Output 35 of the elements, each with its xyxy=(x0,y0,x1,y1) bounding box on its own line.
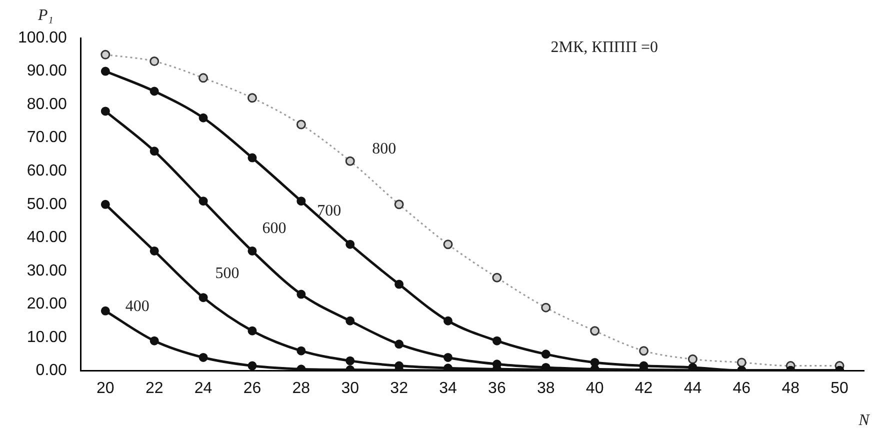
y-tick-label: 40.00 xyxy=(26,229,68,246)
x-tick-label: 30 xyxy=(341,380,360,397)
y-tick-label: 30.00 xyxy=(26,262,68,280)
annotation: 2МК, КППП =0 xyxy=(550,39,658,56)
x-tick-label: 44 xyxy=(684,380,702,397)
y-tick-label: 90.00 xyxy=(26,62,68,80)
series-label: 500 xyxy=(215,264,240,282)
x-tick-label: 32 xyxy=(390,380,408,397)
series-label: 700 xyxy=(317,202,342,220)
y-tick-label: 70.00 xyxy=(26,129,68,146)
x-tick-label: 22 xyxy=(145,380,164,397)
y-tick-label: 60.00 xyxy=(26,162,68,180)
series-label: 800 xyxy=(372,140,396,158)
x-tick-label: 36 xyxy=(488,380,506,397)
y-tick-label: 50.00 xyxy=(26,196,68,213)
y-tick-label: 20.00 xyxy=(26,296,68,313)
x-axis-title: N xyxy=(858,412,871,430)
y-tick-label: 100.00 xyxy=(18,29,68,46)
x-tick-label: 42 xyxy=(634,380,653,397)
x-tick-label: 20 xyxy=(96,380,114,397)
series-label: 400 xyxy=(125,298,150,316)
x-tick-label: 28 xyxy=(292,380,310,397)
x-tick-label: 24 xyxy=(194,380,212,397)
x-tick-label: 40 xyxy=(586,380,604,397)
x-tick-label: 48 xyxy=(782,380,800,397)
y-axis-title: P₁ xyxy=(37,7,54,24)
x-tick-label: 46 xyxy=(732,380,751,397)
series-label: 600 xyxy=(262,220,286,238)
x-tick-label: 34 xyxy=(439,380,457,397)
y-tick-label: 0.00 xyxy=(36,362,68,380)
y-tick-label: 10.00 xyxy=(26,328,68,346)
y-tick-label: 80.00 xyxy=(26,96,68,113)
x-tick-label: 38 xyxy=(536,380,555,397)
x-tick-label: 50 xyxy=(830,380,849,397)
x-tick-label: 26 xyxy=(243,380,262,397)
